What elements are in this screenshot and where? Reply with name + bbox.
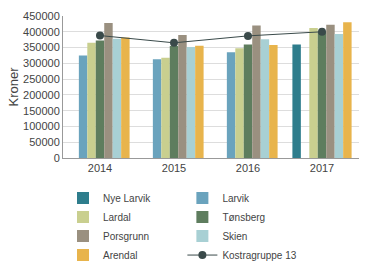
- svg-text:2016: 2016: [236, 162, 260, 174]
- svg-text:350000: 350000: [23, 41, 60, 53]
- svg-text:250000: 250000: [23, 73, 60, 85]
- svg-text:100000: 100000: [23, 120, 60, 132]
- svg-text:Tønsberg: Tønsberg: [222, 212, 265, 223]
- svg-text:Skien: Skien: [222, 231, 247, 242]
- svg-text:150000: 150000: [23, 105, 60, 117]
- svg-text:Porsgrunn: Porsgrunn: [103, 231, 149, 242]
- svg-text:Arendal: Arendal: [103, 250, 137, 261]
- svg-text:300000: 300000: [23, 57, 60, 69]
- svg-text:Kroner: Kroner: [6, 67, 21, 107]
- svg-text:450000: 450000: [23, 10, 60, 22]
- svg-text:50000: 50000: [29, 136, 60, 148]
- svg-text:Nye Larvik: Nye Larvik: [103, 193, 151, 204]
- svg-text:2015: 2015: [162, 162, 186, 174]
- svg-text:Kostragruppe 13: Kostragruppe 13: [222, 250, 296, 261]
- svg-text:Lardal: Lardal: [103, 212, 131, 223]
- svg-text:2014: 2014: [88, 162, 112, 174]
- svg-text:400000: 400000: [23, 26, 60, 38]
- svg-text:Larvik: Larvik: [222, 193, 250, 204]
- svg-text:200000: 200000: [23, 89, 60, 101]
- svg-text:0: 0: [54, 152, 60, 164]
- svg-text:2017: 2017: [310, 162, 334, 174]
